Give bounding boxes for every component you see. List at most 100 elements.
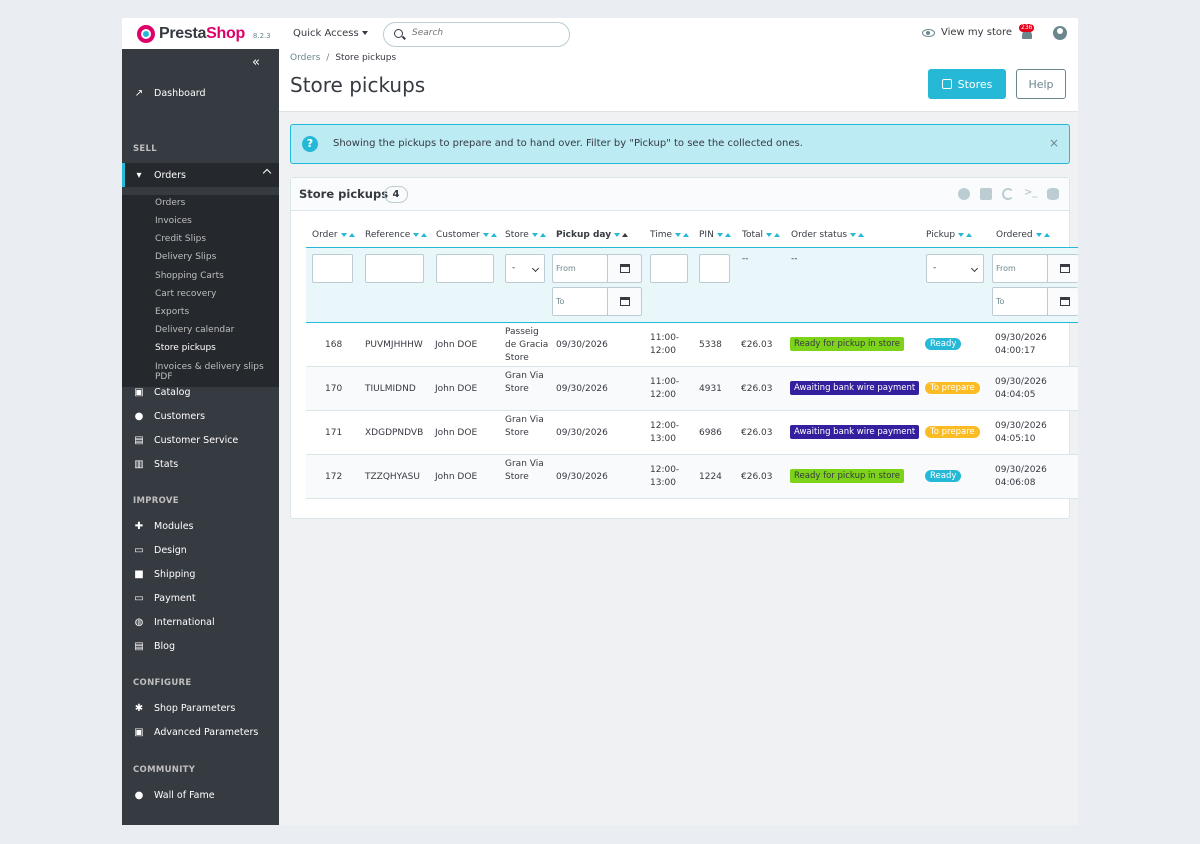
sidebar-item-customer-service[interactable]: ▤ Customer Service — [122, 429, 279, 451]
pickup-from-calendar-button[interactable] — [607, 254, 642, 283]
store-pickups-card: Store pickups 4 >_ Order Reference Custo… — [290, 177, 1078, 519]
sidebar-item-label: Modules — [154, 520, 194, 532]
terminal-icon[interactable]: >_ — [1024, 187, 1038, 198]
page-title: Store pickups — [290, 73, 426, 97]
prestashop-logo[interactable]: PrestaShop 8.2.3 — [137, 25, 271, 43]
view-store-label: View my store — [941, 27, 1013, 38]
filter-ordered-from-input[interactable]: From — [992, 254, 1048, 283]
filter-pickup-from-input[interactable]: From — [552, 254, 608, 283]
column-header-total[interactable]: Total — [742, 230, 781, 240]
sidebar-item-stats[interactable]: ▥ Stats — [122, 453, 279, 475]
sidebar-item-catalog[interactable]: ▣ Catalog — [122, 381, 279, 403]
cell-total: €26.03 — [741, 384, 773, 394]
column-header-customer[interactable]: Customer — [436, 230, 497, 240]
stores-button[interactable]: Stores — [928, 69, 1006, 99]
submenu-exports[interactable]: Exports — [155, 307, 190, 317]
column-header-reference[interactable]: Reference — [365, 230, 428, 240]
notifications-button[interactable]: 236 — [1019, 24, 1035, 40]
column-header-pickup-day[interactable]: Pickup day — [556, 230, 629, 240]
column-header-pin[interactable]: PIN — [699, 230, 731, 240]
ordered-to-calendar-button[interactable] — [1047, 287, 1078, 316]
column-header-time[interactable]: Time — [650, 230, 690, 240]
table-row[interactable]: 168 PUVMJHHHW John DOE Passeig de Gracia St… — [306, 323, 1078, 367]
calendar-icon — [1060, 264, 1070, 273]
filter-customer-input[interactable] — [436, 254, 494, 283]
submenu-invoices-delivery-pdf[interactable]: Invoices & delivery slips PDF — [155, 362, 264, 382]
quick-access-menu[interactable]: Quick Access — [293, 28, 368, 39]
sidebar-item-modules[interactable]: ✚ Modules — [122, 515, 279, 537]
column-header-ordered[interactable]: Ordered — [996, 230, 1050, 240]
sort-desc-icon — [340, 232, 347, 237]
column-header-order[interactable]: Order — [312, 230, 355, 240]
sidebar-item-wall-of-fame[interactable]: ● Wall of Fame — [122, 784, 279, 806]
sidebar-item-label: International — [154, 616, 215, 628]
submenu-invoices[interactable]: Invoices — [155, 216, 192, 226]
sidebar-item-label: Catalog — [154, 386, 191, 398]
pickup-to-calendar-button[interactable] — [607, 287, 642, 316]
sidebar-item-advanced-parameters[interactable]: ▣ Advanced Parameters — [122, 721, 279, 743]
sidebar-item-label: Wall of Fame — [154, 789, 215, 801]
sidebar-item-blog[interactable]: ▤ Blog — [122, 635, 279, 657]
search-box[interactable] — [383, 22, 570, 47]
column-header-pickup[interactable]: Pickup — [926, 230, 973, 240]
pickup-status-badge[interactable]: Ready — [925, 338, 962, 350]
sidebar-item-shipping[interactable]: ■ Shipping — [122, 563, 279, 585]
ordered-from-calendar-button[interactable] — [1047, 254, 1078, 283]
help-button[interactable]: Help — [1016, 69, 1066, 99]
submenu-delivery-slips[interactable]: Delivery Slips — [155, 252, 217, 262]
order-status-badge[interactable]: Ready for pickup in store — [790, 469, 905, 483]
close-icon[interactable]: × — [1048, 136, 1059, 150]
breadcrumb-orders-link[interactable]: Orders — [290, 53, 321, 63]
submenu-delivery-calendar[interactable]: Delivery calendar — [155, 325, 235, 335]
sidebar-item-customers[interactable]: ● Customers — [122, 405, 279, 427]
filter-ordered-to-input[interactable]: To — [992, 287, 1048, 316]
pickup-status-badge[interactable]: Ready — [925, 470, 962, 482]
sidebar-item-label: Shipping — [154, 568, 196, 580]
sidebar-item-label: Shop Parameters — [154, 702, 236, 714]
sidebar-item-shop-parameters[interactable]: ✱ Shop Parameters — [122, 697, 279, 719]
order-status-badge[interactable]: Awaiting bank wire payment — [790, 381, 920, 395]
column-header-order-status[interactable]: Order status — [791, 230, 865, 240]
sidebar-item-payment[interactable]: ▭ Payment — [122, 587, 279, 609]
pickup-status-badge[interactable]: To prepare — [925, 426, 980, 438]
cell-ordered-date: 09/30/2026 — [995, 377, 1047, 387]
sidebar-item-label: Dashboard — [154, 87, 206, 99]
pickup-status-badge[interactable]: To prepare — [925, 382, 980, 394]
collapse-sidebar-icon[interactable]: « — [252, 55, 260, 70]
chevron-down-icon — [531, 264, 540, 273]
submenu-orders[interactable]: Orders — [155, 198, 186, 208]
filter-pin-input[interactable] — [699, 254, 730, 283]
order-status-badge[interactable]: Awaiting bank wire payment — [790, 425, 920, 439]
cell-customer: John DOE — [435, 340, 478, 350]
filter-pickup-select[interactable]: - — [926, 254, 984, 283]
order-status-badge[interactable]: Ready for pickup in store — [790, 337, 905, 351]
submenu-shopping-carts[interactable]: Shopping Carts — [155, 271, 224, 281]
filter-time-input[interactable] — [650, 254, 688, 283]
filter-order-input[interactable] — [312, 254, 353, 283]
sidebar-item-orders[interactable]: ▾ Orders — [122, 163, 279, 187]
search-input[interactable] — [412, 28, 562, 38]
sidebar-item-design[interactable]: ▭ Design — [122, 539, 279, 561]
submenu-cart-recovery[interactable]: Cart recovery — [155, 289, 217, 299]
filter-reference-input[interactable] — [365, 254, 424, 283]
filter-pickup-to-input[interactable]: To — [552, 287, 608, 316]
submenu-store-pickups[interactable]: Store pickups — [155, 343, 216, 353]
cell-store: Gran Via Store — [505, 415, 544, 438]
show-chart-icon[interactable] — [980, 188, 992, 200]
filter-store-select[interactable]: - — [505, 254, 545, 283]
column-header-store[interactable]: Store — [505, 230, 546, 240]
cell-time-from: 12:00- — [650, 421, 680, 431]
database-icon[interactable] — [1047, 188, 1059, 200]
sort-asc-icon — [683, 232, 690, 237]
user-account-icon[interactable] — [1053, 26, 1067, 40]
table-row[interactable]: 171 XDGDPNDVB John DOE Gran Via Store 09/30/… — [306, 411, 1078, 455]
table-row[interactable]: 172 TZZQHYASU John DOE Gran Via Store 09/30/… — [306, 455, 1078, 499]
add-circle-icon[interactable] — [958, 188, 970, 200]
submenu-credit-slips[interactable]: Credit Slips — [155, 234, 207, 244]
refresh-icon[interactable] — [1002, 188, 1014, 200]
cell-time-from: 12:00- — [650, 465, 680, 475]
table-row[interactable]: 170 TIULMIDND John DOE Gran Via Store 09/30/… — [306, 367, 1078, 411]
sidebar-item-international[interactable]: ◍ International — [122, 611, 279, 633]
view-my-store-link[interactable]: View my store — [922, 27, 1012, 38]
sidebar-item-dashboard[interactable]: ↗ Dashboard — [122, 82, 279, 104]
